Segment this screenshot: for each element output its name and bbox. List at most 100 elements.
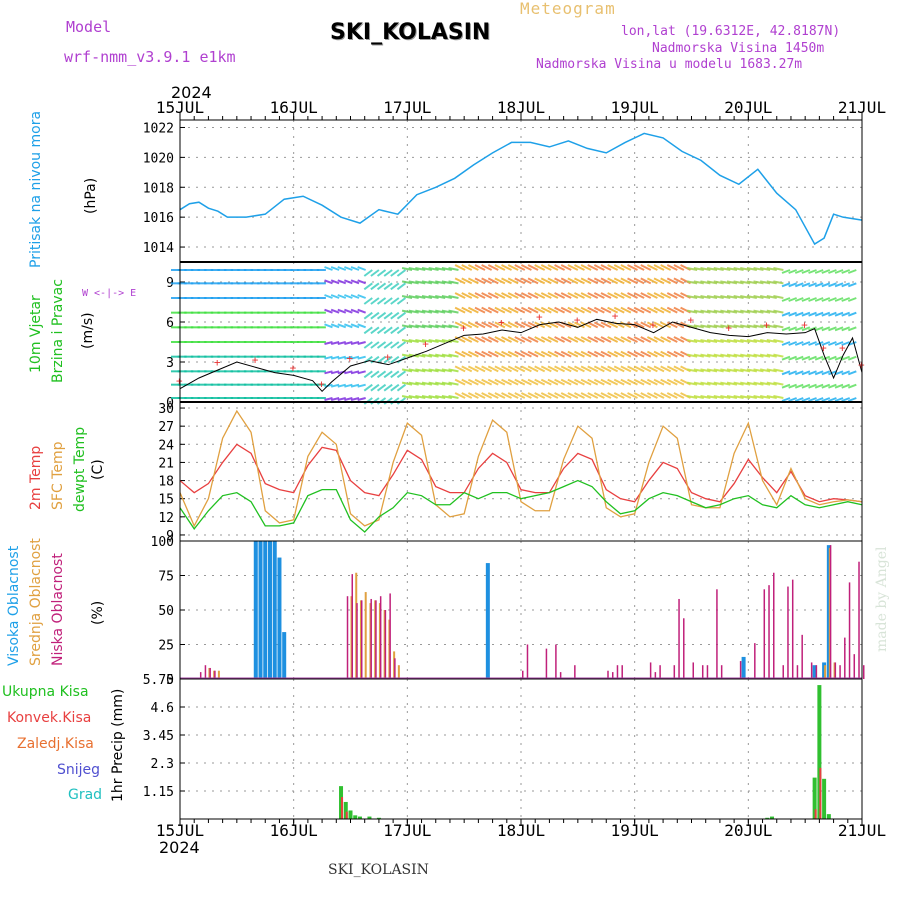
wind-arrow: [454, 365, 466, 373]
wind-arrow: [620, 277, 632, 285]
wind-arrow: [547, 277, 559, 285]
wind-arrow: [834, 311, 844, 317]
wind-arrow: [733, 353, 744, 358]
wind-arrow: [396, 326, 407, 335]
cloud-low-bar: [801, 634, 803, 679]
wind-arrow: [821, 397, 831, 402]
precip-total-bar: [348, 810, 353, 819]
wind-arrow: [474, 350, 486, 358]
wind-arrow: [554, 277, 566, 285]
wind-gust-mark: +: [763, 319, 770, 332]
wind-arrow: [441, 267, 453, 271]
wind-arrow: [527, 277, 539, 285]
wind-arrow: [507, 264, 519, 271]
cloud-low-bar: [834, 662, 837, 679]
wind-arrow: [673, 277, 685, 285]
wind-arrow: [726, 353, 738, 358]
wind-arrow: [501, 264, 512, 271]
wind-arrow: [390, 269, 400, 277]
wind-arrow: [474, 336, 486, 343]
wind-arrow: [746, 295, 758, 299]
wind-arrow: [520, 277, 532, 285]
wind-arrow: [620, 264, 632, 271]
cloud-low-bar: [360, 600, 363, 679]
cloud-low-bar: [796, 665, 799, 679]
wind-arrow: [435, 368, 446, 373]
wind-arrow: [415, 395, 426, 399]
wind-arrow: [788, 370, 797, 376]
wind-arrow: [593, 321, 605, 329]
cloud-low-bar: [692, 662, 694, 679]
wind-arrow: [580, 306, 592, 314]
wind-arrow: [613, 350, 625, 358]
wind-arrow: [673, 292, 685, 299]
wind-arrow: [841, 311, 851, 317]
wind-arrow: [547, 336, 559, 343]
wind-arrow: [408, 295, 419, 299]
wind-arrow: [587, 292, 599, 299]
wind-arrow: [653, 292, 665, 299]
wind-arrow: [408, 267, 419, 271]
wind-arrow: [344, 279, 353, 285]
wind-arrow: [633, 292, 645, 299]
x-tick-label-bottom: 21JUL: [838, 821, 886, 840]
wind-arrow: [847, 341, 857, 346]
wind-arrow: [350, 341, 360, 345]
wind-arrow: [574, 264, 585, 271]
wind-arrow: [740, 309, 751, 314]
wind-arrow: [706, 280, 718, 285]
wind-arrow: [620, 292, 632, 299]
wind-arrow: [415, 339, 426, 343]
wind-arrow: [344, 355, 353, 360]
wind-arrow: [726, 309, 738, 314]
wind-arrow: [580, 378, 592, 386]
x-tick-label-bottom: 17JUL: [383, 821, 431, 840]
wind-arrow: [821, 326, 831, 332]
wind-arrow: [454, 378, 466, 386]
wind-arrow: [514, 306, 526, 314]
wind-arrow: [633, 321, 645, 329]
wind-arrow: [788, 297, 797, 302]
wind-arrow: [593, 306, 605, 314]
wind-arrow: [370, 311, 380, 320]
wind-arrow: [627, 392, 638, 399]
wind-arrow: [350, 323, 360, 329]
wind-arrow: [746, 309, 758, 314]
wind-arrow: [560, 277, 572, 285]
wind-arrow: [501, 321, 512, 329]
wind-arrow: [514, 378, 526, 386]
wind-arrow: [401, 309, 413, 314]
y-tick-label: 3: [166, 356, 174, 371]
wind-arrow: [415, 267, 426, 271]
wind-arrow: [501, 350, 512, 358]
pressure-line: [179, 132, 863, 246]
y-tick-label: 9: [166, 529, 174, 544]
cloud-low-bar: [607, 670, 609, 679]
wind-arrow: [713, 280, 724, 285]
wind-arrow: [494, 321, 506, 329]
cloud-low-bar: [829, 545, 832, 679]
wind-arrow: [540, 321, 552, 329]
wind-arrow: [640, 350, 652, 358]
wind-arrow: [435, 381, 446, 386]
wind-gust-mark: +: [290, 361, 297, 374]
cloud-low-bar: [839, 665, 841, 679]
wind-arrow: [646, 321, 658, 329]
wind-arrow: [357, 323, 367, 329]
wind-arrow: [494, 264, 506, 271]
wind-arrow: [640, 321, 652, 329]
wind-arrow: [441, 353, 453, 358]
wind-arrow: [376, 355, 387, 364]
cloud-high-bar: [741, 656, 746, 679]
wind-arrow: [693, 280, 705, 285]
wind-arrow: [461, 277, 473, 285]
wind-arrow: [467, 321, 479, 329]
wind-arrow: [766, 353, 777, 358]
wind-arrow: [514, 321, 526, 329]
wind-arrow: [567, 365, 579, 373]
wind-arrow: [507, 306, 519, 314]
wind-gust-mark: +: [318, 377, 325, 390]
wind-arrow: [421, 295, 433, 299]
wind-arrow: [834, 383, 844, 389]
wind-arrow: [428, 368, 439, 373]
